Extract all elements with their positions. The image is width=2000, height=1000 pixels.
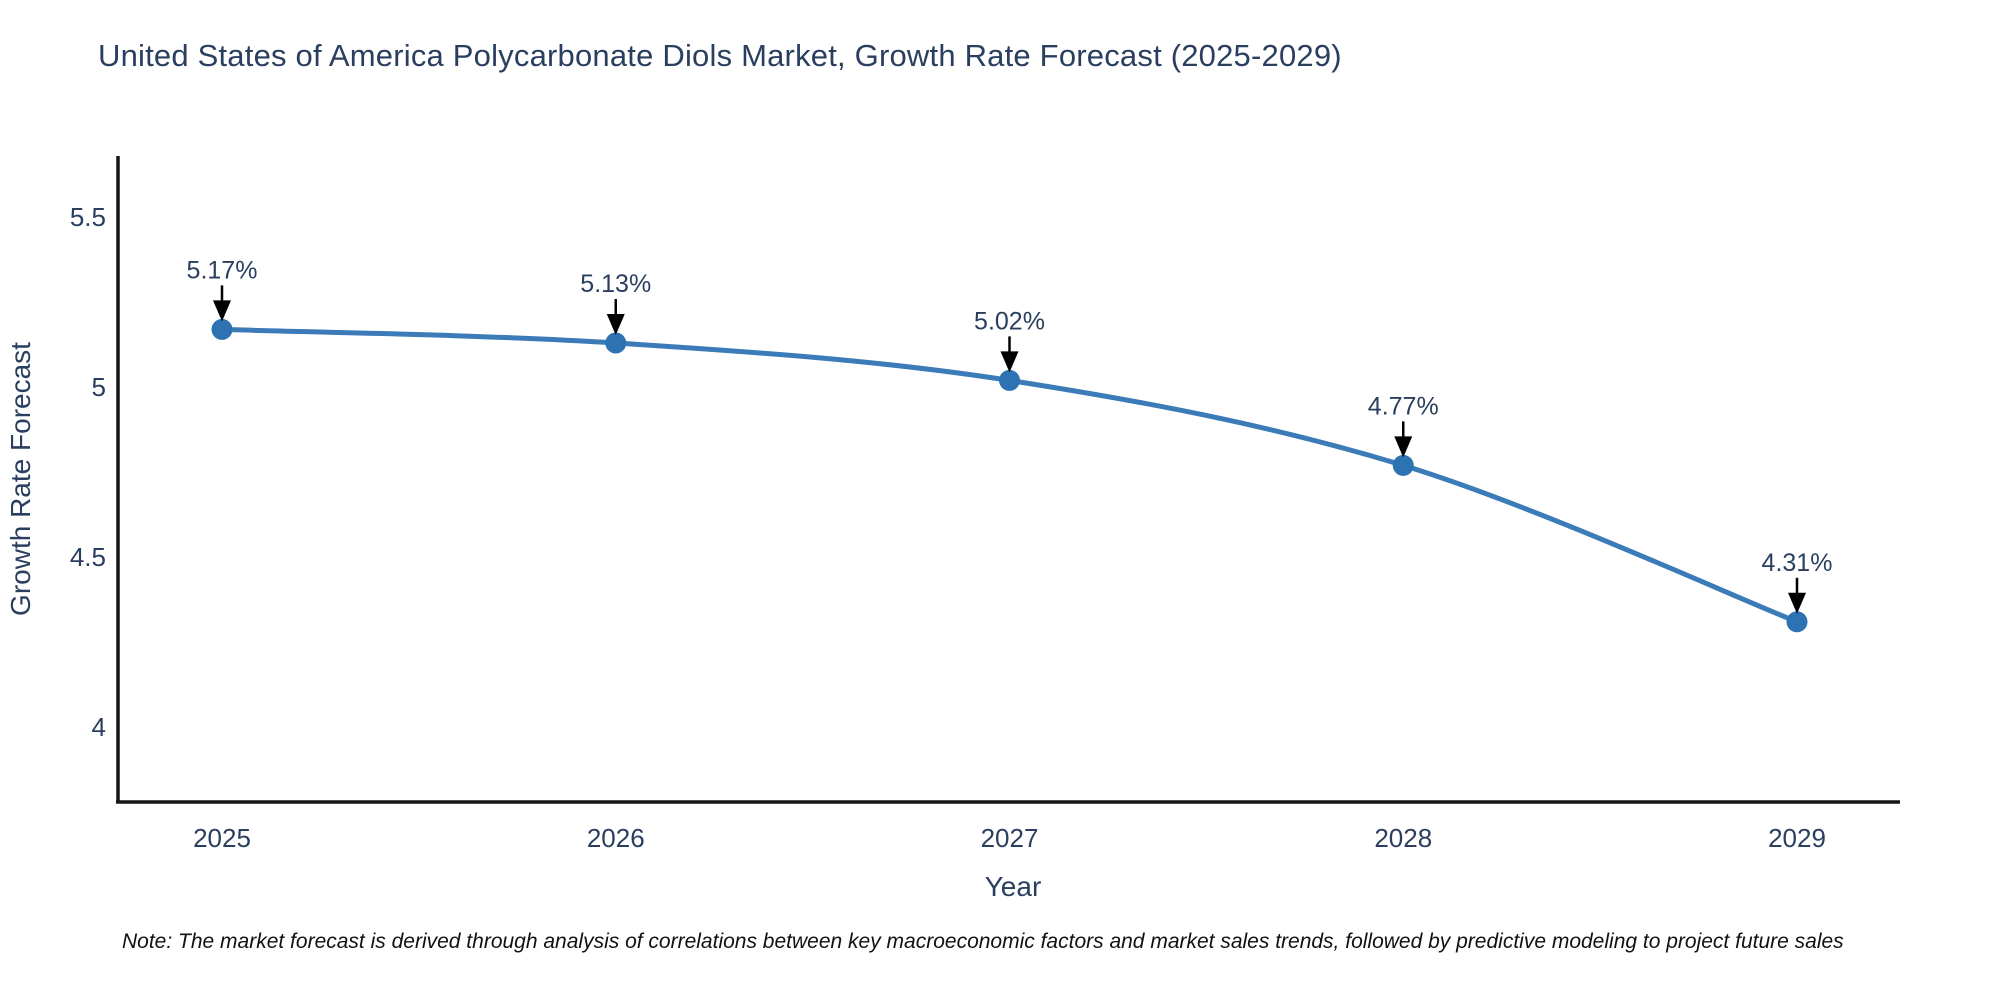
data-point-2027 (999, 369, 1020, 391)
annotation-arrowhead (606, 314, 625, 335)
y-tick-label: 5 (92, 372, 106, 402)
annotation-arrowhead (213, 300, 231, 322)
x-axis-title: Year (985, 871, 1042, 902)
annotation-label: 5.13% (580, 270, 651, 298)
y-tick-label: 4 (92, 712, 106, 742)
x-tick-label: 2026 (587, 823, 645, 853)
x-tick-label: 2029 (1768, 823, 1826, 853)
annotation-arrowhead (1788, 592, 1806, 614)
y-axis-title: Growth Rate Forecast (5, 342, 36, 616)
annotation-arrowhead (1394, 436, 1413, 458)
y-tick-label: 5.5 (70, 202, 106, 232)
x-tick-label: 2027 (981, 823, 1039, 853)
annotation-label: 4.77% (1368, 392, 1439, 420)
data-point-2028 (1392, 454, 1414, 476)
x-tick-label: 2025 (193, 823, 251, 853)
data-point-2029 (1786, 611, 1808, 633)
y-tick-label: 4.5 (70, 542, 106, 572)
chart-title: United States of America Polycarbonate D… (98, 38, 1342, 73)
annotation-label: 5.02% (974, 307, 1045, 335)
data-point-2026 (605, 332, 627, 354)
annotation-label: 4.31% (1762, 549, 1833, 577)
chart-note: Note: The market forecast is derived thr… (122, 930, 1844, 953)
annotation-label: 5.17% (187, 256, 258, 284)
data-point-2025 (211, 318, 233, 340)
x-tick-label: 2028 (1374, 823, 1432, 853)
annotation-arrowhead (1000, 351, 1019, 373)
